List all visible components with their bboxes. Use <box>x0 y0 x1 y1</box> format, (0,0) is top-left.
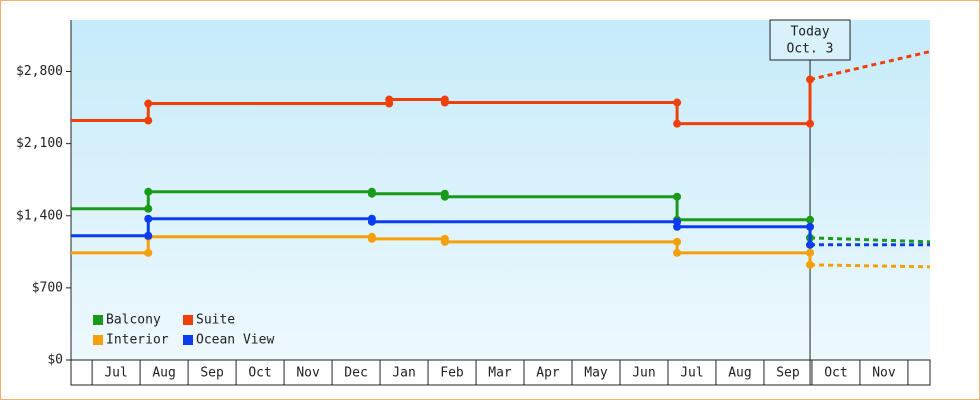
price-point <box>367 217 376 226</box>
price-point <box>673 119 682 128</box>
price-point <box>144 99 153 108</box>
y-tick-label: $700 <box>32 280 63 295</box>
price-point <box>440 237 449 246</box>
y-tick-label: $0 <box>47 353 63 368</box>
price-point <box>806 215 815 224</box>
month-band <box>70 359 931 386</box>
price-point <box>673 98 682 107</box>
price-point <box>673 192 682 201</box>
price-point <box>806 222 815 231</box>
x-tick-label: Oct <box>248 366 271 381</box>
legend-label: Balcony <box>106 313 161 328</box>
price-point <box>673 222 682 231</box>
price-point <box>367 234 376 243</box>
price-point <box>144 248 153 257</box>
y-tick-label: $2,100 <box>16 136 63 151</box>
price-point <box>144 231 153 240</box>
legend-swatch <box>93 315 103 325</box>
x-tick-label: Jan <box>392 366 415 381</box>
x-tick-label: Dec <box>344 366 367 381</box>
x-tick-label: Apr <box>536 366 560 381</box>
legend-swatch <box>93 335 103 345</box>
price-point <box>144 116 153 125</box>
price-point <box>367 189 376 198</box>
legend-swatch <box>183 315 193 325</box>
x-tick-label: Mar <box>488 366 512 381</box>
x-tick-label: Jul <box>104 366 127 381</box>
x-tick-label: Aug <box>152 366 175 381</box>
forecast-line <box>809 50 931 82</box>
forecast-line <box>810 263 931 269</box>
legend-label: Suite <box>196 313 235 328</box>
price-point <box>673 248 682 257</box>
x-tick-label: Aug <box>728 366 751 381</box>
x-tick-label: Nov <box>872 366 896 381</box>
price-point <box>144 204 153 213</box>
x-tick-label: May <box>584 366 608 381</box>
x-tick-label: Nov <box>296 366 320 381</box>
x-tick-label: Sep <box>200 366 224 381</box>
y-tick-label: $2,800 <box>16 64 63 79</box>
legend-swatch <box>183 335 193 345</box>
price-point <box>673 237 682 246</box>
price-point <box>385 95 394 104</box>
forecast-line <box>809 236 931 244</box>
legend-label: Interior <box>106 333 169 348</box>
price-point <box>806 75 815 84</box>
price-point <box>806 119 815 128</box>
x-tick-label: Oct <box>824 366 847 381</box>
x-tick-label: Sep <box>776 366 800 381</box>
today-label: Today <box>790 25 829 40</box>
price-point <box>440 192 449 201</box>
x-tick-label: Jun <box>632 366 655 381</box>
price-point <box>806 248 815 257</box>
y-tick-label: $1,400 <box>16 208 63 223</box>
x-tick-label: Feb <box>440 366 464 381</box>
today-box <box>769 19 851 61</box>
legend-label: Ocean View <box>196 333 274 348</box>
price-point <box>806 240 815 249</box>
price-point <box>806 260 815 269</box>
price-point <box>440 98 449 107</box>
x-tick-label: Jul <box>680 366 703 381</box>
price-point <box>144 187 153 196</box>
plot-area <box>71 20 930 360</box>
today-date: Oct. 3 <box>787 42 834 57</box>
price-point <box>144 214 153 223</box>
